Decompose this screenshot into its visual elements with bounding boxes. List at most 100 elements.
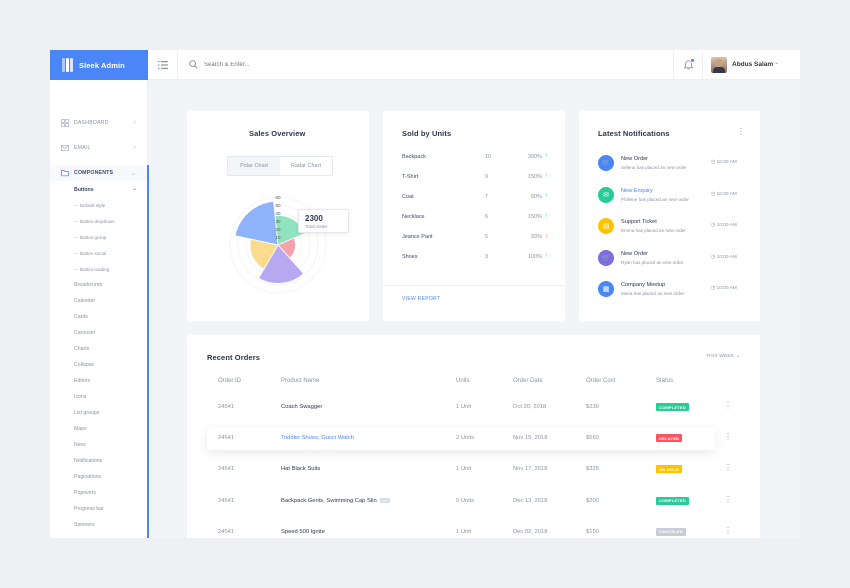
menu-icon xyxy=(157,61,168,69)
brand[interactable]: Sleek Admin xyxy=(50,50,148,80)
sidebar-subitem[interactable]: Spinners xyxy=(74,522,95,528)
sidebar-subsubitem[interactable]: Button social xyxy=(74,251,106,256)
change-percent: 33% xyxy=(530,234,542,240)
view-report-link[interactable]: VIEW REPORT xyxy=(402,296,441,302)
avatar[interactable] xyxy=(711,57,727,73)
sidebar-item-components[interactable]: COMPONENTS ⌄ xyxy=(50,165,149,538)
list-item: Necklace 6 150% ↑ xyxy=(402,212,548,224)
sidebar-subsubitem[interactable]: Button loading xyxy=(74,267,109,272)
change-percent: 300% xyxy=(527,154,542,160)
table-row[interactable]: 24541 Coach Swagger 1 Unit Oct 20, 2018 $230… xyxy=(207,397,732,419)
period-filter-label: THIS WEEK xyxy=(706,354,735,359)
sidebar-subitem[interactable]: Navs xyxy=(74,442,86,448)
status-badge: DELAYED xyxy=(656,434,683,443)
polar-tick-label: 20 xyxy=(275,227,281,232)
list-item: Jeance Pant 5 33% ↓ xyxy=(402,232,548,244)
row-actions-icon[interactable]: ⋮ xyxy=(724,494,732,504)
sidebar-subitem[interactable]: List groups xyxy=(74,410,100,416)
order-cost: $325 xyxy=(586,466,599,473)
change-percent: 150% xyxy=(527,174,542,180)
row-actions-icon[interactable]: ⋮ xyxy=(724,463,732,473)
status-badge: COMPLETED xyxy=(656,403,689,411)
product-name-text: Backpack Gents, Swimming Cap Slin xyxy=(281,497,377,504)
sidebar-subitem[interactable]: Editors xyxy=(74,378,91,384)
sidebar: DASHBOARD › EMAIL › COMPONENTS ⌄ Buttons… xyxy=(50,80,149,538)
product-name: Coach Swagger xyxy=(281,404,322,410)
notification-item[interactable]: ▦ Company Meetup Maria has placed an new o… xyxy=(598,281,748,301)
polar-chart: 60 50 40 30 20 10 xyxy=(229,195,327,294)
unit-count: 6 xyxy=(485,214,489,220)
notification-item[interactable]: ▤ Support Ticket Emma has placed an new or… xyxy=(598,218,748,238)
mail-icon: ✉ xyxy=(598,186,614,203)
sidebar-subsubitem[interactable]: Button group xyxy=(74,235,106,240)
time-text: 10:00 AM xyxy=(716,223,737,228)
sidebar-toggle-button[interactable] xyxy=(148,50,178,80)
order-id: 24541 xyxy=(218,404,235,410)
user-menu-chevron-icon[interactable]: ⌄ xyxy=(774,60,780,66)
table-row[interactable]: 24541 Toddler Shoes, Gucci Watch 2 Units No… xyxy=(207,428,732,451)
sidebar-subitem[interactable]: Breadcrumb xyxy=(74,282,103,288)
sidebar-subsubitem[interactable]: Default style xyxy=(74,203,105,208)
user-name[interactable]: Abdus Salam xyxy=(732,61,774,68)
tab-radar-chart[interactable]: Radar Chart xyxy=(291,163,321,169)
order-id: 24541 xyxy=(218,435,235,442)
sidebar-subitem[interactable]: Progress bar xyxy=(74,506,104,512)
notification-item[interactable]: 🛒 New Order Selena has placed an new order… xyxy=(598,155,748,175)
search-input[interactable] xyxy=(204,59,404,71)
sidebar-subitem[interactable]: Popovers xyxy=(74,490,96,496)
notification-item[interactable]: 🛒 New Order Ryan has placed an new order ◷ … xyxy=(598,249,748,270)
polar-segment[interactable] xyxy=(234,200,279,246)
sidebar-subitem[interactable]: Calender xyxy=(74,298,96,304)
table-row[interactable]: 24541 Hat Black Suits 1 Unit Nov 17, 2018 $3… xyxy=(207,459,732,481)
row-actions-icon[interactable]: ⋮ xyxy=(724,401,732,410)
chevron-down-icon[interactable]: ⌄ xyxy=(132,186,138,192)
row-actions-icon[interactable]: ⋮ xyxy=(724,432,732,442)
ticket-icon: ▤ xyxy=(598,218,614,234)
clock-icon: ◷ xyxy=(711,160,717,165)
time-text: 10:00 AM xyxy=(716,160,737,165)
sidebar-subitem[interactable]: Maps xyxy=(74,426,87,432)
table-row[interactable]: 24541 Speed 500 Ignite 1 Unit Dec 02, 2018 $… xyxy=(207,522,732,538)
sidebar-subitem[interactable]: Charts xyxy=(74,346,90,352)
notification-dot xyxy=(690,58,695,63)
polar-segment[interactable] xyxy=(249,238,279,270)
sidebar-subitem[interactable]: Icons xyxy=(74,394,87,400)
time-text: 10:00 AM xyxy=(716,191,737,197)
notification-subtitle: Phileine has placed an new order xyxy=(621,196,689,202)
unit-count: 7 xyxy=(485,194,489,200)
more-options-icon[interactable]: ⋮ xyxy=(737,127,745,136)
sidebar-subitem[interactable]: Notifications xyxy=(74,458,103,464)
product-name: Jeance Pant xyxy=(402,234,433,240)
sidebar-subitem[interactable]: Collapse xyxy=(74,362,95,368)
brand-logo-icon xyxy=(62,58,73,72)
row-actions-icon[interactable]: ⋮ xyxy=(724,525,732,535)
sidebar-item-email[interactable]: EMAIL › xyxy=(50,140,148,156)
notification-item[interactable]: ✉ New Enquiry Phileine has placed an new o… xyxy=(598,186,748,207)
notification-subtitle: Selena has placed an new order xyxy=(621,165,687,170)
sidebar-subitem[interactable]: Paginations xyxy=(74,474,102,480)
table-row[interactable]: 24541 Backpack Gents, Swimming Cap Slin ••… xyxy=(207,491,732,513)
sidebar-subitem[interactable]: Carousel xyxy=(74,330,95,336)
card-title: Sales Overview xyxy=(249,129,306,138)
tab-polar-chart[interactable]: Polar Chart xyxy=(228,157,280,175)
clock-icon: ◷ xyxy=(711,223,717,228)
product-name: Backpack Gents, Swimming Cap Slin ••• xyxy=(281,497,390,504)
polar-segment[interactable] xyxy=(258,244,305,284)
arrow-down-icon: ↓ xyxy=(545,233,548,239)
product-name[interactable]: Toddler Shoes, Gucci Watch xyxy=(281,435,354,441)
sidebar-subitem[interactable]: Cards xyxy=(74,314,88,320)
column-header-order-date: Order Date xyxy=(513,378,543,384)
product-name: Hat Black Suits xyxy=(281,466,320,472)
notifications-button[interactable] xyxy=(673,50,703,80)
notification-subtitle: Ryan has placed an new order xyxy=(621,259,684,265)
sidebar-item-dashboard[interactable]: DASHBOARD › xyxy=(50,115,148,131)
polar-tick-label: 30 xyxy=(275,219,281,224)
unit-count: 10 xyxy=(485,154,492,160)
period-filter-dropdown[interactable]: THIS WEEK ⌄ xyxy=(706,354,740,359)
chevron-down-icon: ⌄ xyxy=(130,170,136,177)
product-name: Shoes xyxy=(402,254,418,260)
chevron-down-icon: ⌄ xyxy=(735,354,740,359)
sidebar-subsubitem[interactable]: Button dropdown xyxy=(74,219,115,224)
order-date: Oct 20, 2018 xyxy=(513,404,547,410)
sidebar-subitem-buttons[interactable]: Buttons xyxy=(74,187,94,193)
